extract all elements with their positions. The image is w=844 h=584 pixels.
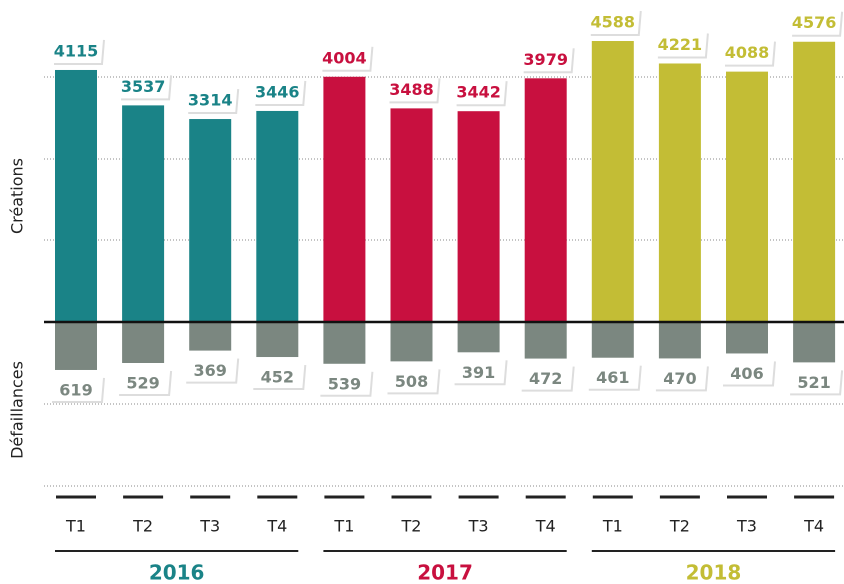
label-callout bbox=[723, 361, 776, 387]
bar bbox=[793, 322, 836, 363]
data-label: 3979 bbox=[523, 50, 568, 69]
label-callout bbox=[119, 370, 173, 396]
bar bbox=[658, 322, 701, 359]
x-tick-label: T2 bbox=[132, 517, 153, 536]
label-callout bbox=[456, 81, 508, 107]
label-callout bbox=[121, 75, 173, 101]
label-callout bbox=[389, 78, 441, 104]
bar bbox=[524, 322, 567, 359]
label-callout bbox=[54, 39, 105, 65]
data-label: 3537 bbox=[121, 77, 166, 96]
label-callout bbox=[186, 358, 240, 384]
bar bbox=[726, 322, 768, 354]
x-tick-label: T3 bbox=[199, 517, 220, 536]
bar bbox=[256, 110, 299, 322]
x-tick-label: T3 bbox=[736, 517, 757, 536]
label-callout bbox=[521, 366, 575, 392]
data-label: 529 bbox=[126, 373, 159, 392]
bar bbox=[256, 322, 299, 358]
data-label: 461 bbox=[596, 368, 629, 387]
bar bbox=[793, 41, 836, 322]
label-callout bbox=[725, 41, 776, 67]
bar bbox=[323, 322, 366, 364]
label-callout bbox=[657, 33, 709, 59]
x-tick-label: T1 bbox=[333, 517, 354, 536]
y-axis-label: Créations bbox=[8, 158, 27, 234]
label-callout bbox=[655, 366, 709, 392]
label-callout bbox=[188, 88, 240, 115]
label-callout bbox=[320, 371, 374, 397]
data-label: 472 bbox=[529, 369, 562, 388]
data-label: 4588 bbox=[591, 13, 636, 32]
bar bbox=[122, 105, 165, 322]
bar bbox=[390, 322, 433, 362]
data-label: 3488 bbox=[389, 80, 434, 99]
bar bbox=[55, 69, 97, 322]
label-callout bbox=[588, 365, 642, 391]
label-callout bbox=[523, 48, 575, 74]
bar bbox=[524, 78, 567, 323]
group-label: 2017 bbox=[417, 561, 473, 584]
label-callout bbox=[253, 364, 307, 391]
bar bbox=[457, 322, 500, 353]
data-label: 4221 bbox=[658, 35, 703, 54]
data-label: 4115 bbox=[54, 41, 99, 60]
bar bbox=[591, 322, 634, 358]
x-tick-label: T4 bbox=[803, 517, 824, 536]
bar bbox=[390, 108, 433, 322]
label-callout bbox=[454, 360, 508, 386]
data-label: 369 bbox=[193, 361, 226, 380]
bar bbox=[726, 71, 768, 322]
data-label: 4004 bbox=[322, 48, 367, 67]
data-label: 3442 bbox=[456, 83, 501, 102]
bar bbox=[189, 119, 232, 322]
x-tick-label: T3 bbox=[468, 517, 489, 536]
data-label: 4088 bbox=[725, 43, 770, 62]
label-callout bbox=[387, 369, 441, 395]
x-tick-label: T2 bbox=[401, 517, 422, 536]
data-label: 521 bbox=[797, 373, 830, 392]
bar bbox=[323, 76, 366, 322]
x-tick-label: T1 bbox=[65, 517, 86, 536]
data-label: 3446 bbox=[255, 82, 300, 101]
group-label: 2016 bbox=[149, 561, 205, 584]
data-label: 391 bbox=[462, 363, 495, 382]
group-label: 2018 bbox=[686, 561, 742, 584]
label-callout bbox=[255, 80, 307, 106]
label-callout bbox=[590, 10, 642, 37]
bar bbox=[55, 322, 97, 370]
bar bbox=[591, 41, 634, 322]
data-label: 619 bbox=[59, 380, 92, 399]
y2-axis-label: Défaillances bbox=[8, 361, 27, 459]
data-label: 452 bbox=[261, 368, 294, 387]
data-label: 508 bbox=[395, 372, 428, 391]
label-callout bbox=[322, 46, 374, 72]
bar bbox=[457, 111, 500, 322]
label-callout bbox=[792, 11, 844, 37]
data-label: 539 bbox=[328, 374, 361, 393]
data-label: 470 bbox=[663, 369, 696, 388]
x-tick-label: T4 bbox=[266, 517, 287, 536]
bar bbox=[122, 322, 165, 363]
label-callout bbox=[790, 370, 844, 396]
bar bbox=[189, 322, 232, 351]
x-tick-label: T2 bbox=[669, 517, 690, 536]
x-tick-label: T1 bbox=[602, 517, 623, 536]
bar bbox=[658, 63, 701, 322]
x-tick-label: T4 bbox=[535, 517, 556, 536]
label-callout bbox=[52, 377, 105, 403]
data-label: 4576 bbox=[792, 13, 837, 32]
data-label: 406 bbox=[730, 364, 763, 383]
data-label: 3314 bbox=[188, 91, 233, 110]
